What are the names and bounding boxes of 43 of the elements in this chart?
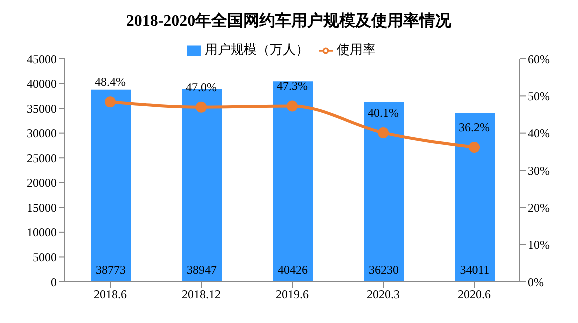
y-tick-label: 30000 xyxy=(27,126,57,141)
point xyxy=(378,127,389,138)
legend-label: 使用率 xyxy=(337,42,376,57)
data-label: 47.3% xyxy=(277,79,308,94)
x-tick-label: 2019.6 xyxy=(276,288,309,302)
x-tick-label: 2018.6 xyxy=(94,288,127,302)
y2-tick-label: 0% xyxy=(528,275,544,290)
y-tick-label: 35000 xyxy=(27,102,57,116)
x-tick-label: 2020.6 xyxy=(458,288,491,302)
data-label: 36.2% xyxy=(459,120,490,134)
y2-tick-label: 20% xyxy=(528,200,550,215)
y2-tick-label: 40% xyxy=(528,126,550,141)
bar xyxy=(91,90,131,282)
y2-tick-label: 50% xyxy=(528,89,550,104)
y-tick-label: 40000 xyxy=(27,77,57,92)
y-tick-label: 25000 xyxy=(27,151,57,166)
point xyxy=(287,100,298,112)
y-tick-label: 15000 xyxy=(27,200,57,215)
y-tick-label: 5000 xyxy=(33,250,57,264)
legend-label: 用户规模（万人） xyxy=(205,42,309,57)
y2-tick-label: 30% xyxy=(528,164,550,178)
y2-tick-label: 60% xyxy=(528,52,550,66)
point xyxy=(196,102,207,113)
y-tick-label: 10000 xyxy=(27,226,57,240)
y2-tick-label: 10% xyxy=(528,238,550,252)
bar xyxy=(273,82,313,282)
data-label: 40426 xyxy=(278,263,308,277)
data-label: 48.4% xyxy=(95,75,126,90)
y-tick-label: 0 xyxy=(51,275,57,290)
data-label: 38947 xyxy=(187,263,217,277)
bar xyxy=(364,102,404,282)
bar xyxy=(455,113,495,282)
chart-title: 2018-2020年全国网约车用户规模及使用率情况 xyxy=(125,11,453,32)
x-tick-label: 2018.12 xyxy=(182,288,221,302)
data-label: 34011 xyxy=(460,263,490,277)
data-label: 40.1% xyxy=(368,106,399,120)
y-tick-label: 45000 xyxy=(27,52,57,66)
point xyxy=(469,142,480,153)
x-tick-label: 2020.3 xyxy=(367,288,400,302)
data-label: 36230 xyxy=(369,263,399,277)
data-label: 38773 xyxy=(96,263,126,277)
y-tick-label: 20000 xyxy=(27,176,57,190)
point xyxy=(105,96,116,108)
